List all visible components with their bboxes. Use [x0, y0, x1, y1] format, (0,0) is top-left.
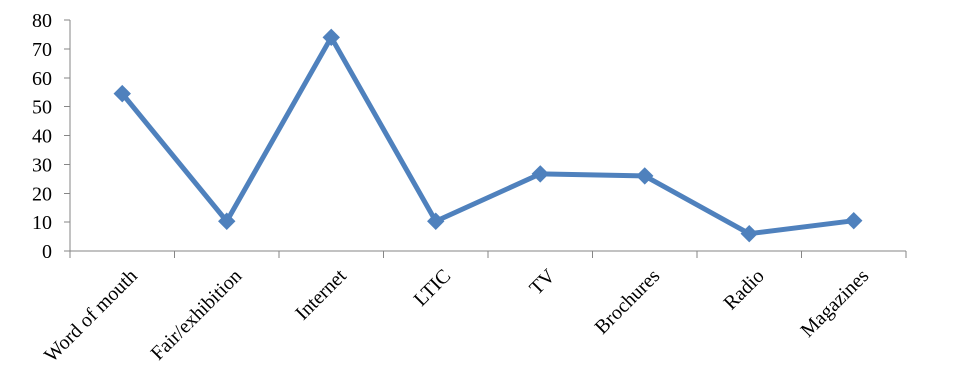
- y-tick-label: 30: [32, 154, 52, 176]
- y-tick-label: 60: [32, 68, 52, 90]
- data-point-marker: [740, 224, 758, 243]
- series-layer: [113, 28, 863, 243]
- data-point-marker: [218, 212, 236, 230]
- y-tick-label: 70: [32, 39, 52, 61]
- data-point-marker: [636, 167, 654, 185]
- y-tick-label: 10: [32, 212, 52, 234]
- x-tick-label: Radio: [719, 265, 768, 314]
- data-point-marker: [845, 211, 863, 230]
- x-tick-label: Internet: [291, 265, 351, 325]
- x-tick-label: LTIC: [410, 265, 456, 311]
- data-point-marker: [531, 165, 549, 183]
- x-tick-label: TV: [525, 265, 560, 300]
- y-tick-label: 0: [42, 241, 52, 263]
- x-tick-label: Fair/exhibition: [147, 265, 247, 365]
- x-tick-label: Word of mouth: [40, 265, 142, 367]
- y-tick-label: 80: [32, 10, 52, 32]
- x-tick-label: Magazines: [796, 265, 873, 342]
- y-tick-label: 40: [32, 126, 52, 148]
- series-line: [119, 34, 857, 237]
- x-tick-label: Brochures: [591, 265, 665, 339]
- data-point-marker: [427, 212, 445, 230]
- x-axis: Word of mouth Fair/exhibition Internet LTIC…: [40, 250, 907, 367]
- data-point-marker: [322, 28, 340, 47]
- data-point-marker: [113, 84, 131, 103]
- y-tick-label: 50: [32, 97, 52, 119]
- y-tick-label: 20: [32, 183, 52, 205]
- y-axis: 0 10 20 30 40 50 60 70 80: [32, 10, 71, 263]
